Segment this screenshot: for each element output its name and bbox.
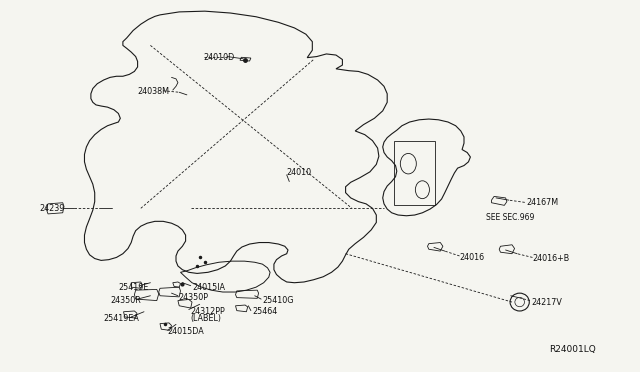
Text: 24010: 24010 bbox=[287, 169, 312, 177]
Text: 24350R: 24350R bbox=[110, 296, 141, 305]
Text: R24001LQ: R24001LQ bbox=[549, 345, 596, 354]
Text: (LABEL): (LABEL) bbox=[191, 314, 221, 323]
Text: 25464: 25464 bbox=[253, 307, 278, 316]
Text: SEE SEC.969: SEE SEC.969 bbox=[486, 213, 535, 222]
Text: 24015IA: 24015IA bbox=[192, 283, 225, 292]
Text: 25419EA: 25419EA bbox=[104, 314, 140, 323]
Text: 24016+B: 24016+B bbox=[532, 254, 570, 263]
Text: 24217V: 24217V bbox=[531, 298, 562, 307]
Text: 24167M: 24167M bbox=[526, 198, 558, 207]
Text: 25410G: 25410G bbox=[262, 296, 294, 305]
Text: 25419E: 25419E bbox=[118, 283, 148, 292]
Text: 24015DA: 24015DA bbox=[168, 327, 204, 336]
Text: 24016: 24016 bbox=[460, 253, 484, 262]
Text: 24010D: 24010D bbox=[204, 53, 235, 62]
Text: 24038M: 24038M bbox=[138, 87, 170, 96]
Text: 24312PP: 24312PP bbox=[191, 307, 225, 316]
Text: 24350P: 24350P bbox=[178, 293, 208, 302]
Text: 24239: 24239 bbox=[40, 204, 65, 213]
